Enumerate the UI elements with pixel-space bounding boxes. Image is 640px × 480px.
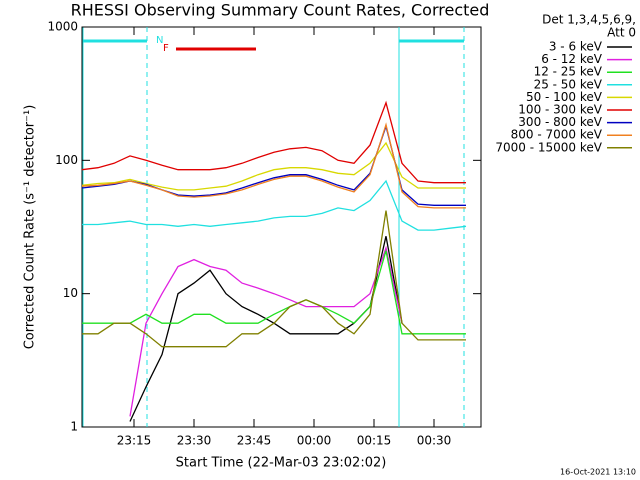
series-line — [81, 124, 466, 206]
series-line — [81, 122, 466, 209]
x-axis-label: Start Time (22-Mar-03 23:02:02) — [176, 456, 387, 471]
x-tick-label: 00:30 — [417, 434, 452, 448]
night-label: N — [156, 35, 163, 46]
flare-label: F — [163, 43, 169, 54]
y-axis-label: Corrected Count Rate (s⁻¹ detector⁻¹) — [23, 105, 38, 350]
series-line — [81, 141, 466, 191]
y-tick-label: 1000 — [47, 20, 78, 34]
timestamp: 16-Oct-2021 13:10 — [560, 468, 636, 477]
plot-frame — [81, 26, 482, 428]
x-tick-label: 23:45 — [237, 434, 272, 448]
x-tick-label: 00:15 — [357, 434, 392, 448]
series-line — [82, 250, 466, 335]
legend-header: Det 1,3,4,5,6,9, — [542, 13, 636, 27]
legend-label: 6 - 12 keV — [541, 52, 603, 66]
y-tick-label: 100 — [55, 153, 78, 167]
legend-label: 7000 - 15000 keV — [495, 140, 602, 154]
x-tick-label: 00:00 — [297, 434, 332, 448]
y-tick-label: 10 — [63, 286, 78, 300]
series-line — [81, 100, 466, 184]
legend-header: Att 0 — [607, 26, 636, 40]
series-line — [82, 210, 466, 348]
y-tick-label: 1 — [70, 420, 78, 434]
legend-label: 3 - 6 keV — [549, 40, 603, 54]
legend-label: 50 - 100 keV — [526, 90, 603, 104]
series-line — [129, 245, 403, 417]
x-tick-label: 23:30 — [177, 434, 212, 448]
legend-label: 25 - 50 keV — [534, 77, 603, 91]
legend-label: 12 - 25 keV — [534, 65, 603, 79]
legend-label: 100 - 300 keV — [518, 103, 602, 117]
chart-title: RHESSI Observing Summary Count Rates, Co… — [71, 1, 490, 20]
legend-label: 300 - 800 keV — [518, 115, 602, 129]
legend-label: 800 - 7000 keV — [511, 128, 603, 142]
x-tick-label: 23:15 — [117, 434, 152, 448]
series-line — [82, 179, 467, 231]
